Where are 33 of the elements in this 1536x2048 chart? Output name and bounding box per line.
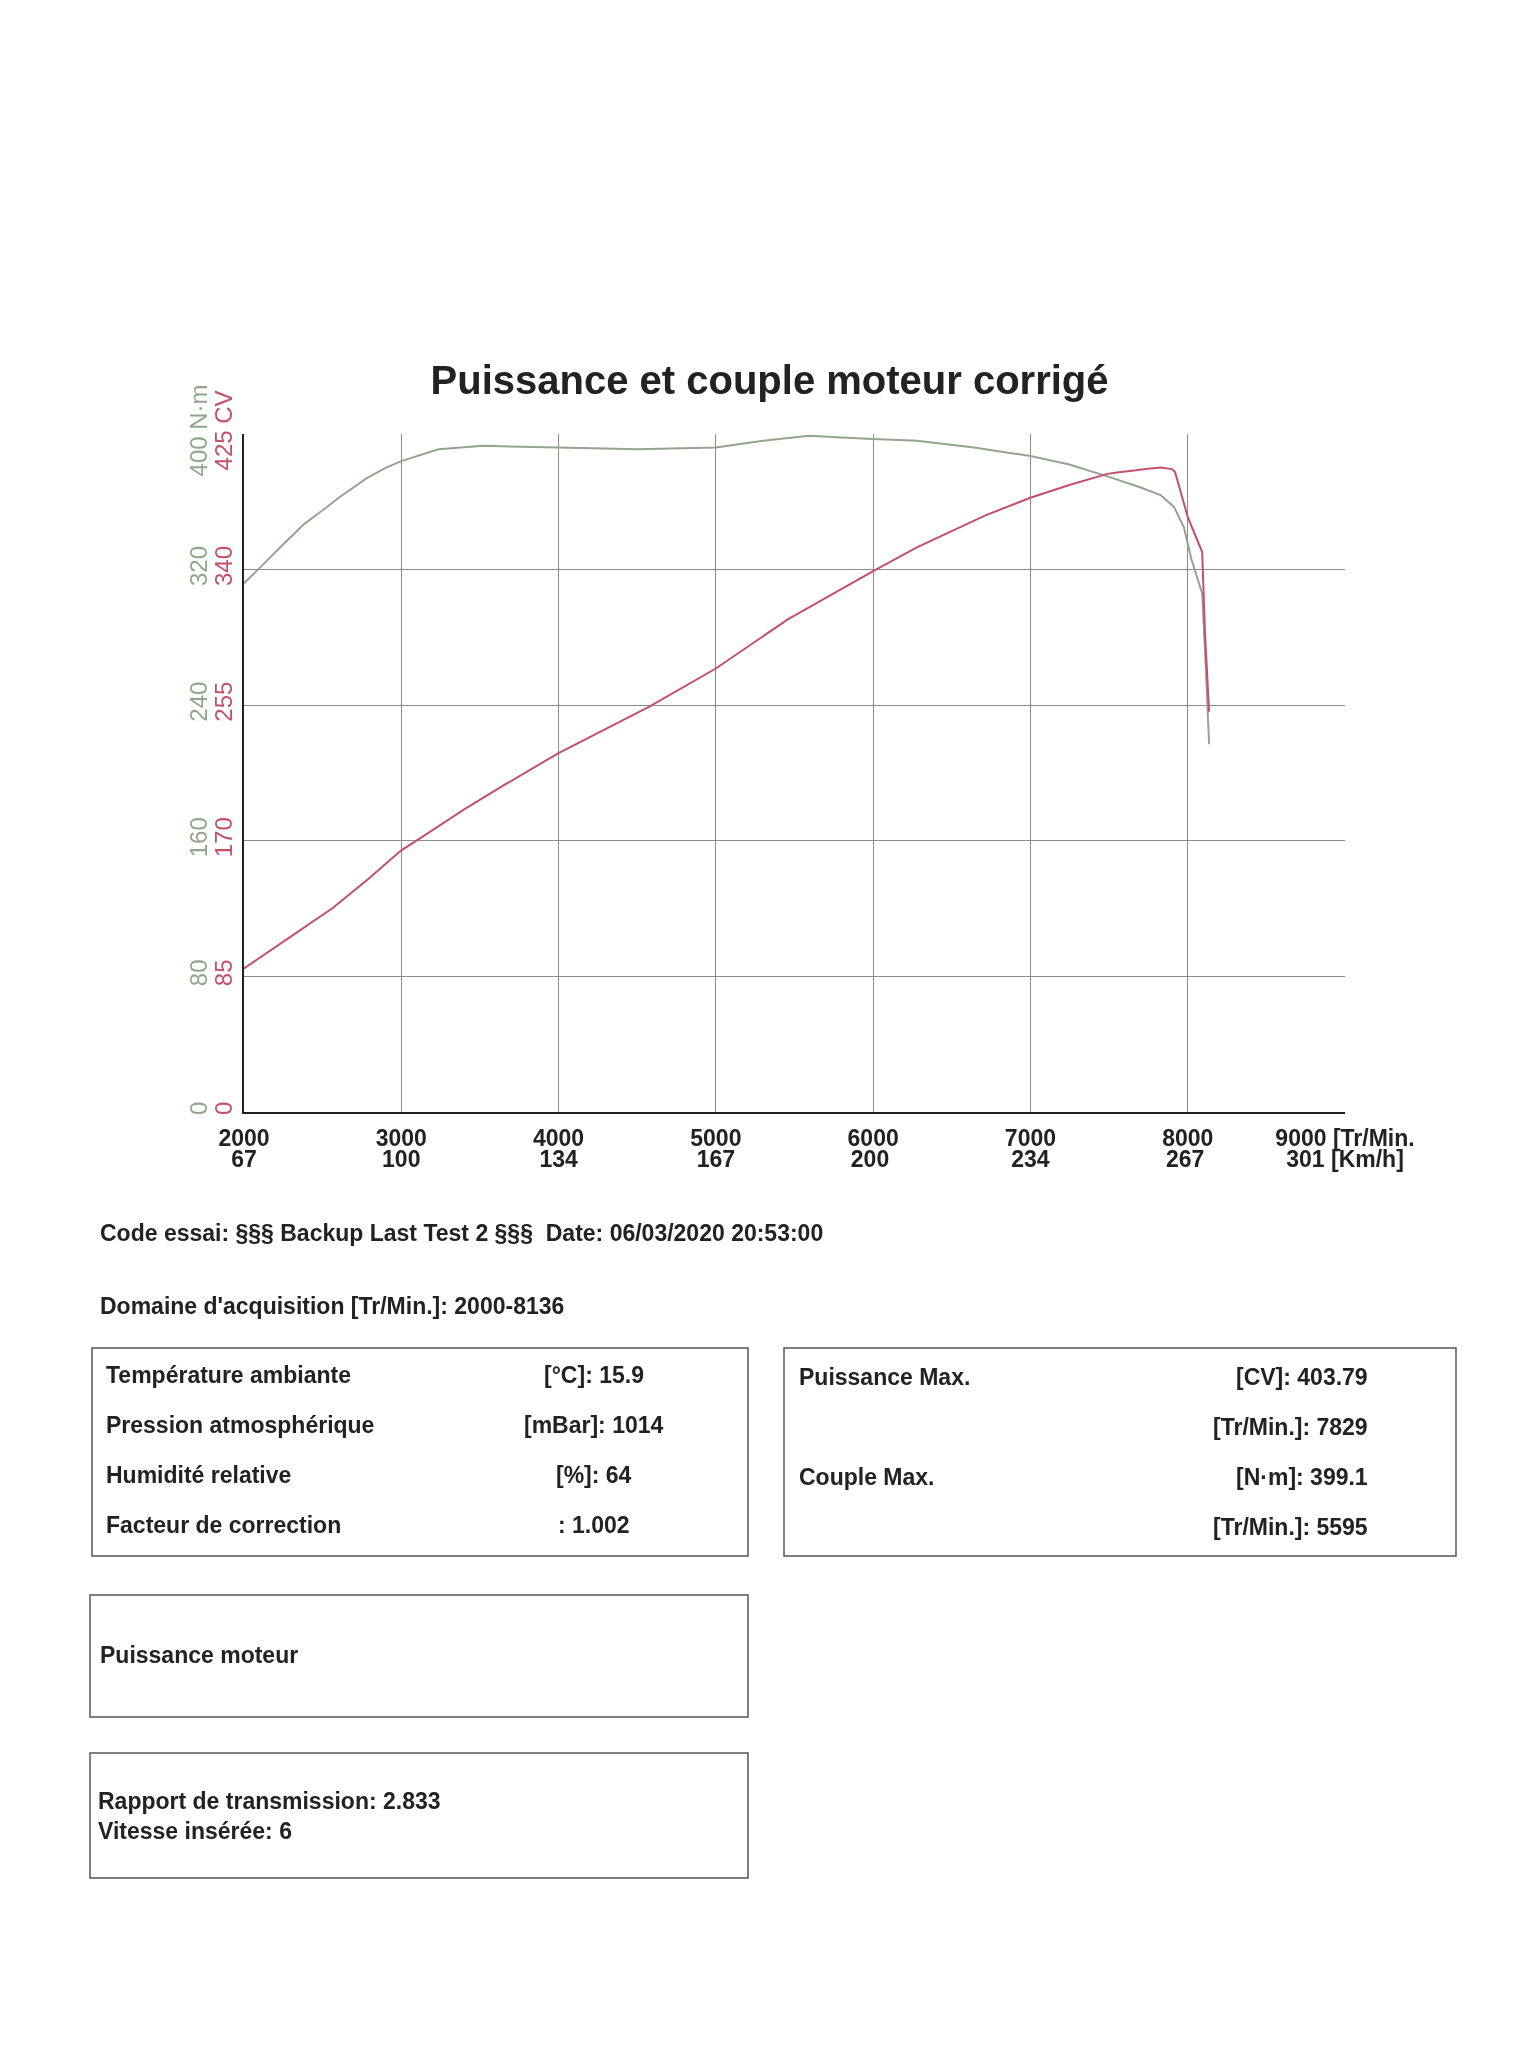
- text: [Tr/Min.]: 7829: [1213, 1414, 1368, 1440]
- text: Puissance Max.: [799, 1364, 971, 1390]
- text: Domaine d'acquisition [Tr/Min.]: 2000-8136: [100, 1293, 565, 1319]
- text: Rapport de transmission: 2.833 Vitesse insérée: 6: [98, 1788, 441, 1844]
- y2-tick-label: 0: [210, 1101, 238, 1116]
- text: Température ambiante: [106, 1362, 351, 1388]
- y2-tick-label: 340: [210, 545, 238, 587]
- y-tick-label: 160: [185, 817, 213, 858]
- line-series: [244, 466, 1211, 970]
- chart-title: Puissance et couple moteur corrigé: [430, 358, 1109, 402]
- text: Puissance moteur: [100, 1642, 299, 1668]
- text: [%]: 64: [556, 1462, 632, 1488]
- text: [N·m]: 399.1: [1236, 1464, 1368, 1490]
- y2-tick-label: 170: [210, 817, 238, 858]
- text: Couple Max.: [799, 1464, 935, 1490]
- text: [°C]: 15.9: [544, 1362, 644, 1388]
- y-tick-label: 0: [185, 1101, 213, 1116]
- text: [mBar]: 1014: [524, 1412, 664, 1438]
- text: Humidité relative: [106, 1462, 292, 1488]
- text: Code essai: §§§ Backup Last Test 2 §§§ Date: 06/03/2020 20:53:00: [100, 1220, 824, 1246]
- y-tick-label: 80: [185, 959, 213, 987]
- text: Facteur de correction: [106, 1512, 342, 1538]
- y-tick-label: 320: [185, 545, 213, 587]
- y-tick-label: 240: [185, 681, 213, 722]
- text: [Tr/Min.]: 5595: [1213, 1514, 1368, 1540]
- line-series: [244, 434, 1211, 746]
- y2-tick-label: 425 CV: [210, 390, 238, 471]
- y2-tick-label: 85: [210, 959, 238, 987]
- text: [CV]: 403.79: [1236, 1364, 1368, 1390]
- y2-tick-label: 255: [210, 681, 238, 722]
- y-tick-label: 400 N·m: [185, 384, 213, 477]
- text: Pression atmosphérique: [106, 1412, 375, 1438]
- text: : 1.002: [558, 1512, 630, 1538]
